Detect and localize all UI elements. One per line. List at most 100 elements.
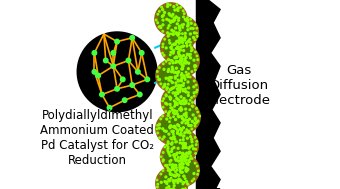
Circle shape	[162, 128, 164, 130]
Circle shape	[156, 167, 188, 189]
Circle shape	[185, 145, 186, 146]
Circle shape	[166, 88, 168, 89]
Circle shape	[163, 85, 165, 87]
Circle shape	[189, 153, 191, 154]
Circle shape	[158, 123, 160, 125]
Circle shape	[182, 39, 184, 40]
Circle shape	[185, 178, 186, 179]
Circle shape	[171, 48, 195, 73]
Circle shape	[164, 55, 165, 56]
Circle shape	[168, 19, 170, 21]
Circle shape	[178, 99, 180, 101]
Circle shape	[173, 71, 175, 73]
Circle shape	[182, 139, 184, 141]
Circle shape	[187, 74, 188, 76]
Circle shape	[179, 37, 181, 39]
Circle shape	[185, 131, 186, 133]
Circle shape	[163, 98, 165, 99]
Circle shape	[173, 174, 175, 176]
Circle shape	[179, 179, 181, 181]
Circle shape	[180, 163, 182, 165]
Circle shape	[157, 13, 159, 15]
Circle shape	[162, 160, 164, 162]
Circle shape	[174, 106, 175, 107]
Circle shape	[176, 180, 178, 181]
Circle shape	[169, 77, 171, 79]
Circle shape	[189, 53, 191, 55]
Circle shape	[158, 79, 160, 81]
Circle shape	[169, 14, 171, 16]
Circle shape	[171, 164, 173, 166]
Circle shape	[174, 76, 176, 77]
Circle shape	[177, 91, 179, 93]
Circle shape	[160, 156, 162, 157]
Circle shape	[168, 152, 170, 153]
Circle shape	[176, 41, 177, 43]
Circle shape	[181, 116, 182, 117]
Circle shape	[158, 67, 160, 68]
Circle shape	[173, 126, 175, 128]
Circle shape	[168, 35, 169, 37]
Circle shape	[194, 125, 196, 127]
Circle shape	[165, 130, 167, 132]
Circle shape	[180, 87, 181, 89]
Circle shape	[173, 164, 175, 166]
Circle shape	[157, 186, 158, 188]
Circle shape	[103, 58, 108, 63]
Circle shape	[176, 169, 178, 171]
Circle shape	[111, 64, 116, 68]
Circle shape	[173, 30, 175, 32]
Circle shape	[181, 162, 183, 163]
Circle shape	[182, 154, 183, 156]
Circle shape	[166, 89, 168, 90]
Circle shape	[157, 184, 158, 185]
Circle shape	[182, 27, 184, 28]
Circle shape	[183, 98, 185, 99]
Circle shape	[177, 34, 179, 36]
Circle shape	[186, 46, 188, 47]
Circle shape	[178, 178, 180, 180]
Circle shape	[177, 92, 178, 94]
Circle shape	[187, 156, 188, 157]
Circle shape	[196, 32, 197, 34]
Circle shape	[194, 69, 196, 71]
Circle shape	[172, 68, 174, 70]
Circle shape	[184, 146, 185, 148]
Circle shape	[189, 76, 191, 78]
Circle shape	[173, 116, 174, 118]
Circle shape	[179, 87, 180, 89]
Circle shape	[186, 137, 188, 139]
Circle shape	[156, 128, 158, 130]
Circle shape	[177, 129, 179, 131]
Circle shape	[194, 118, 196, 120]
Circle shape	[196, 121, 198, 123]
Circle shape	[172, 69, 173, 70]
Text: Polydiallyldimethyl
Ammonium Coated
Pd Catalyst for CO₂
Reduction: Polydiallyldimethyl Ammonium Coated Pd C…	[40, 109, 154, 167]
Circle shape	[174, 113, 176, 115]
Circle shape	[187, 25, 189, 27]
Circle shape	[191, 158, 193, 159]
Circle shape	[177, 79, 179, 81]
Circle shape	[187, 163, 189, 165]
Circle shape	[174, 175, 176, 177]
Circle shape	[169, 63, 170, 64]
Circle shape	[185, 122, 186, 124]
Circle shape	[196, 89, 198, 91]
Circle shape	[189, 33, 191, 35]
Circle shape	[182, 118, 184, 120]
Circle shape	[171, 71, 172, 73]
Circle shape	[175, 82, 177, 84]
Circle shape	[178, 116, 180, 117]
Circle shape	[197, 111, 199, 113]
Circle shape	[185, 62, 187, 64]
Circle shape	[177, 89, 179, 91]
Circle shape	[185, 91, 187, 93]
Circle shape	[163, 15, 164, 16]
Circle shape	[145, 77, 150, 82]
Circle shape	[193, 173, 195, 174]
Circle shape	[180, 49, 181, 51]
Circle shape	[193, 36, 194, 38]
Circle shape	[195, 122, 197, 124]
Circle shape	[178, 42, 180, 44]
Circle shape	[170, 177, 172, 179]
